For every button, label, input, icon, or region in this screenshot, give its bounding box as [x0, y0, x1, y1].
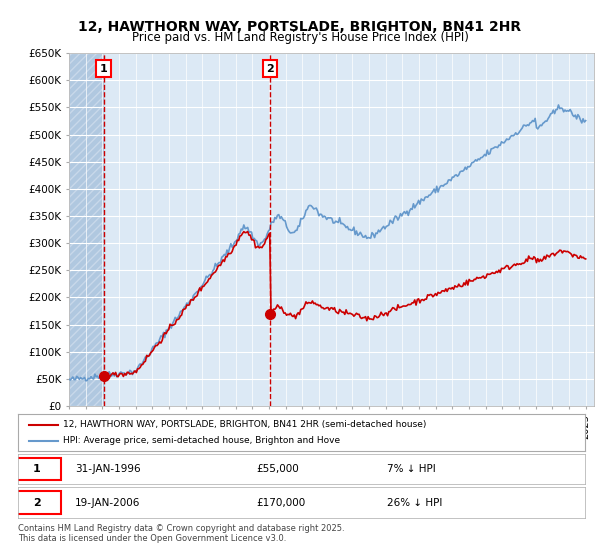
Text: HPI: Average price, semi-detached house, Brighton and Hove: HPI: Average price, semi-detached house,…: [64, 436, 340, 445]
Text: £55,000: £55,000: [256, 464, 299, 474]
Text: 2: 2: [266, 64, 274, 74]
FancyBboxPatch shape: [13, 491, 61, 514]
Bar: [69, 53, 104, 406]
Text: Contains HM Land Registry data © Crown copyright and database right 2025.
This d: Contains HM Land Registry data © Crown c…: [18, 524, 344, 543]
Text: 12, HAWTHORN WAY, PORTSLADE, BRIGHTON, BN41 2HR (semi-detached house): 12, HAWTHORN WAY, PORTSLADE, BRIGHTON, B…: [64, 420, 427, 429]
Text: 1: 1: [100, 64, 107, 74]
Text: 31-JAN-1996: 31-JAN-1996: [75, 464, 140, 474]
FancyBboxPatch shape: [13, 458, 61, 480]
Text: 1: 1: [33, 464, 41, 474]
Text: 19-JAN-2006: 19-JAN-2006: [75, 498, 140, 507]
Bar: [69, 53, 104, 406]
Text: 2: 2: [33, 498, 41, 507]
Text: 7% ↓ HPI: 7% ↓ HPI: [386, 464, 436, 474]
Text: 12, HAWTHORN WAY, PORTSLADE, BRIGHTON, BN41 2HR: 12, HAWTHORN WAY, PORTSLADE, BRIGHTON, B…: [79, 20, 521, 34]
Text: 26% ↓ HPI: 26% ↓ HPI: [386, 498, 442, 507]
Text: £170,000: £170,000: [256, 498, 305, 507]
Text: Price paid vs. HM Land Registry's House Price Index (HPI): Price paid vs. HM Land Registry's House …: [131, 31, 469, 44]
